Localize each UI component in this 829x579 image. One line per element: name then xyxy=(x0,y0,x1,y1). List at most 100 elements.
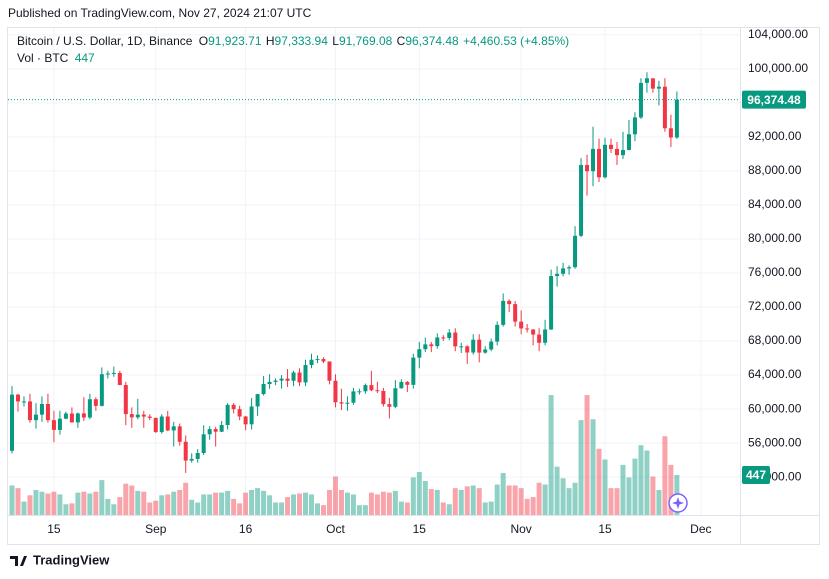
y-tick-label: 92,000.00 xyxy=(748,129,802,143)
candle-body xyxy=(549,276,554,330)
candle-body xyxy=(10,394,14,451)
volume-bar xyxy=(320,505,326,515)
volume-bar xyxy=(99,480,105,515)
candle-body xyxy=(435,337,440,347)
candle-body xyxy=(477,339,482,353)
y-tick-label: 104,000.00 xyxy=(748,27,808,41)
volume-bar xyxy=(398,501,404,515)
volume-bar xyxy=(362,505,368,515)
volume-bar xyxy=(662,436,668,515)
volume-bar xyxy=(638,445,644,515)
candle-body xyxy=(51,420,56,430)
candle-body xyxy=(465,346,470,353)
candle-body xyxy=(603,144,608,178)
volume-bar xyxy=(189,499,195,515)
volume-bar xyxy=(105,498,111,515)
volume-bar xyxy=(249,489,255,515)
candle-body xyxy=(357,391,362,393)
candle-body xyxy=(620,149,625,156)
x-tick-label: 15 xyxy=(598,522,612,536)
volume-legend: Vol · BTC 447 xyxy=(17,51,95,65)
volume-bar xyxy=(177,489,183,515)
candle-body xyxy=(513,304,518,322)
candle-body xyxy=(171,426,176,431)
candle-body xyxy=(297,372,302,383)
brand-name: TradingView xyxy=(33,552,110,567)
candle-body xyxy=(243,416,248,425)
x-tick-label: Dec xyxy=(690,522,711,536)
x-tick-label: 16 xyxy=(239,522,253,536)
candle-body xyxy=(561,268,566,274)
volume-bar xyxy=(213,492,219,515)
volume-bar xyxy=(482,502,488,515)
candle-body xyxy=(579,164,584,236)
assistant-star xyxy=(672,497,684,509)
volume-bar xyxy=(392,490,398,515)
candle-body xyxy=(674,99,679,138)
y-tick-label: 88,000.00 xyxy=(748,163,802,177)
volume-bar xyxy=(309,494,314,515)
candle-body xyxy=(99,374,104,406)
o-value: 91,923.71 xyxy=(208,34,262,48)
volume-bar xyxy=(380,491,386,515)
volume-bar xyxy=(410,477,416,515)
candle-body xyxy=(447,332,452,338)
candle-body xyxy=(189,458,194,461)
volume-bar xyxy=(470,485,476,515)
volume-bar xyxy=(135,490,141,515)
candle-body xyxy=(177,426,182,442)
y-tick-label: 72,000.00 xyxy=(748,299,802,313)
volume-bar xyxy=(350,494,356,515)
candle-body xyxy=(345,402,350,404)
volume-bar xyxy=(668,464,674,515)
volume-bar xyxy=(285,497,291,515)
volume-bar xyxy=(488,501,494,515)
candle-body xyxy=(207,429,212,435)
candle-body xyxy=(201,434,206,453)
volume-bar xyxy=(51,491,57,515)
volume-bar xyxy=(428,489,434,515)
volume-bar xyxy=(291,494,297,515)
volume-bar xyxy=(560,478,566,515)
candle-body xyxy=(483,349,488,353)
candle-body xyxy=(303,365,308,383)
candle-body xyxy=(525,328,530,330)
volume-bar xyxy=(620,464,626,515)
candle-body xyxy=(195,452,200,459)
candle-body xyxy=(27,401,32,421)
candle-body xyxy=(597,148,602,178)
volume-bar xyxy=(279,502,285,515)
volume-bar xyxy=(75,492,81,515)
candle-body xyxy=(363,385,368,392)
volume-bar xyxy=(332,476,338,515)
volume-bar xyxy=(27,495,33,515)
candle-body xyxy=(159,416,164,433)
candle-body xyxy=(81,413,86,418)
volume-bar xyxy=(243,492,249,515)
volume-bar xyxy=(57,494,63,515)
volume-bar xyxy=(506,485,512,515)
candle-body xyxy=(39,403,44,415)
volume-bar xyxy=(644,450,650,515)
volume-bar xyxy=(231,498,237,515)
volume-bar xyxy=(63,504,69,515)
volume-bar xyxy=(368,492,374,515)
candle-body xyxy=(15,394,20,402)
volume-bar xyxy=(15,488,21,515)
x-tick-label: Sep xyxy=(145,522,167,536)
candle-body xyxy=(111,372,116,374)
candle-body xyxy=(75,413,80,423)
volume-bar xyxy=(159,495,165,515)
volume-label: 447 xyxy=(746,468,766,482)
candle-body xyxy=(315,359,320,361)
candle-body xyxy=(531,329,536,335)
x-tick-label: Oct xyxy=(326,522,345,536)
published-note: Published on TradingView.com, Nov 27, 20… xyxy=(8,6,312,20)
volume-bar xyxy=(195,502,201,515)
volume-bar xyxy=(338,489,344,515)
candle-body xyxy=(147,416,152,418)
candle-body xyxy=(231,404,236,410)
volume-bar xyxy=(416,472,422,515)
volume-bar xyxy=(356,505,362,515)
